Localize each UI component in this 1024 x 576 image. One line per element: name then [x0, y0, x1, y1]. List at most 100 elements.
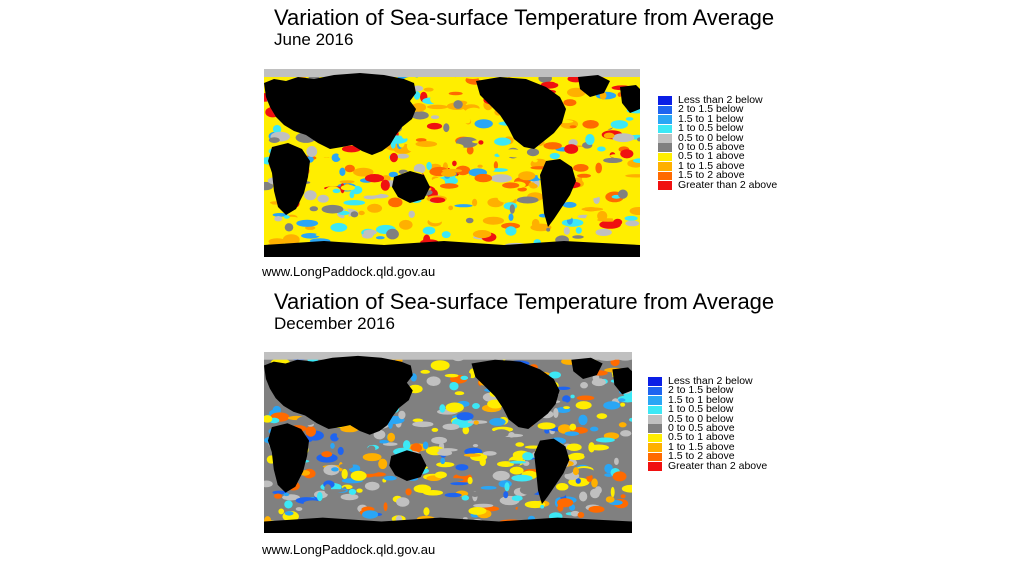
- legend-label: 0 to 0.5 above: [678, 140, 745, 153]
- legend-swatch: [658, 105, 672, 115]
- anomaly-patch: [460, 375, 469, 381]
- landmass-asia-europe: [264, 355, 413, 435]
- anomaly-patch: [386, 228, 399, 240]
- anomaly-patch: [422, 441, 429, 450]
- anomaly-patch: [342, 216, 361, 224]
- legend-label: Greater than 2 above: [668, 459, 768, 472]
- anomaly-patch: [427, 212, 444, 224]
- anomaly-patch: [516, 196, 539, 204]
- legend-label: 2 to 1.5 below: [668, 384, 734, 397]
- anomaly-patch: [358, 210, 365, 216]
- anomaly-patch: [264, 480, 273, 488]
- anomaly-patch: [537, 422, 556, 430]
- anomaly-patch: [317, 194, 329, 203]
- anomaly-patch: [448, 368, 459, 372]
- legend-label: 1.5 to 2 above: [678, 169, 745, 182]
- anomaly-patch: [497, 149, 516, 158]
- anomaly-patch: [590, 426, 599, 432]
- legend-item: 0.5 to 0 below: [648, 413, 767, 424]
- anomaly-patch: [555, 483, 569, 491]
- legend-item: 0.5 to 0 below: [658, 132, 777, 143]
- anomaly-patch: [408, 210, 415, 218]
- anomaly-patch: [450, 200, 468, 204]
- landmass-antarctica: [264, 241, 640, 257]
- anomaly-patch: [559, 214, 572, 220]
- anomaly-patch: [620, 508, 632, 518]
- anomaly-patch: [567, 87, 586, 98]
- anomaly-patch: [454, 391, 465, 396]
- map-subtitle: June 2016: [274, 30, 354, 49]
- anomaly-patch: [505, 226, 517, 236]
- anomaly-patch: [603, 157, 623, 163]
- anomaly-patch: [509, 460, 527, 464]
- anomaly-patch: [585, 134, 595, 145]
- anomaly-patch: [438, 146, 446, 150]
- legend-label: 0 to 0.5 above: [668, 421, 735, 434]
- anomaly-patch: [509, 204, 515, 214]
- anomaly-patch: [494, 137, 511, 146]
- anomaly-patch: [272, 490, 287, 495]
- anomaly-patch: [437, 450, 453, 456]
- anomaly-patch: [398, 410, 406, 420]
- anomaly-patch: [361, 438, 380, 446]
- anomaly-patch: [272, 213, 288, 217]
- legend-swatch: [658, 162, 672, 171]
- legend-item: 1.5 to 1 below: [658, 113, 777, 124]
- legend-item: Greater than 2 above: [648, 459, 768, 472]
- anomaly-patch: [415, 141, 438, 147]
- anomaly-patch: [372, 183, 382, 189]
- anomaly-patch: [426, 376, 441, 386]
- anomaly-patch: [595, 162, 602, 174]
- anomaly-patch: [367, 445, 376, 453]
- legend-swatch: [648, 377, 662, 386]
- anomaly-patch: [549, 152, 560, 160]
- anomaly-patch: [401, 130, 409, 139]
- anomaly-patch: [620, 149, 634, 159]
- anomaly-patch: [511, 495, 523, 502]
- anomaly-patch: [588, 442, 595, 453]
- legend-swatch: [648, 396, 662, 405]
- anomaly-patch: [461, 495, 470, 501]
- anomaly-patch: [378, 458, 388, 470]
- anomaly-patch: [553, 408, 559, 419]
- anomaly-patch: [430, 360, 450, 371]
- anomaly-patch: [563, 226, 570, 235]
- anomaly-patch: [273, 493, 283, 499]
- anomaly-patch: [566, 443, 582, 451]
- anomaly-patch: [564, 431, 580, 436]
- anomaly-patch: [502, 182, 520, 189]
- anomaly-patch: [465, 217, 474, 224]
- anomaly-patch: [493, 161, 498, 170]
- anomaly-patch: [330, 222, 348, 232]
- anomaly-patch: [468, 378, 479, 384]
- legend-swatch: [658, 124, 672, 134]
- anomaly-patch: [609, 154, 620, 158]
- anomaly-patch: [415, 402, 424, 409]
- anomaly-patch: [413, 484, 432, 493]
- landmass-greenland: [578, 75, 610, 97]
- anomaly-patch: [442, 486, 452, 494]
- anomaly-patch: [441, 170, 457, 177]
- anomaly-patch: [324, 484, 332, 495]
- legend-item: 1.5 to 2 above: [648, 451, 767, 462]
- anomaly-patch: [504, 482, 510, 492]
- anomaly-patch: [446, 188, 462, 199]
- anomaly-patch: [613, 218, 623, 226]
- anomaly-patch: [357, 482, 366, 491]
- anomaly-patch: [485, 207, 500, 218]
- anomaly-patch: [373, 429, 386, 440]
- anomaly-patch: [472, 198, 478, 207]
- legend: Less than 2 below 2 to 1.5 below 1.5 to …: [658, 95, 777, 190]
- anomaly-patch: [618, 398, 626, 402]
- anomaly-patch: [303, 500, 322, 507]
- anomaly-patch: [610, 120, 628, 129]
- anomaly-patch: [321, 451, 333, 458]
- anomaly-patch: [412, 418, 424, 423]
- anomaly-patch: [455, 464, 469, 471]
- anomaly-patch: [603, 132, 615, 139]
- legend-item: 2 to 1.5 below: [658, 104, 777, 115]
- anomaly-patch: [468, 507, 487, 515]
- anomaly-patch: [309, 206, 318, 212]
- anomaly-patch: [625, 117, 634, 121]
- anomaly-patch: [413, 163, 426, 174]
